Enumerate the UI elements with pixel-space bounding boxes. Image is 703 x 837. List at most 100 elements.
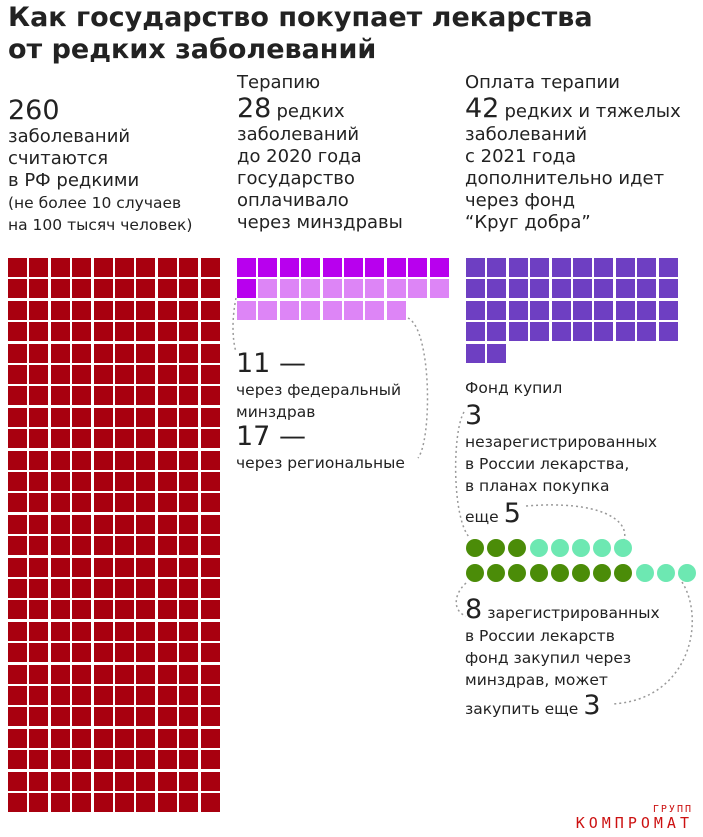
rare-disease-square (8, 450, 27, 470)
rare-disease-square (72, 493, 92, 513)
rare-disease-square (136, 429, 156, 449)
rare-disease-square (8, 472, 27, 491)
rare-disease-square (115, 472, 134, 491)
rare-disease-square (29, 407, 49, 427)
rare-disease-square (8, 643, 27, 663)
rare-disease-square (157, 728, 177, 748)
rare-disease-square (179, 536, 199, 556)
rare-disease-square (136, 579, 156, 598)
rare-disease-square (29, 279, 49, 299)
federal-count: 11 — (236, 348, 306, 379)
rare-disease-square (93, 429, 113, 449)
federal-square (386, 258, 406, 277)
fund-square (508, 258, 528, 277)
fund-square (551, 279, 571, 299)
rare-disease-square (179, 557, 199, 577)
rare-disease-square (50, 472, 70, 491)
rare-disease-square (115, 365, 134, 384)
rare-disease-square (93, 493, 113, 513)
registered-bought-dot (614, 564, 633, 582)
can-buy-row: закупить еще 3 (465, 691, 660, 721)
fund-square (530, 322, 550, 342)
fund-heading: Оплата терапии (465, 72, 620, 93)
rare-disease-square (136, 343, 156, 363)
rare-disease-square (157, 750, 177, 770)
rare-disease-square (157, 600, 177, 620)
rare-disease-square (200, 450, 220, 470)
fund-square (594, 279, 614, 299)
rare-disease-square (115, 600, 134, 620)
rare-disease-square (29, 728, 49, 748)
ministry-count-row: 28 редких (237, 94, 403, 124)
rare-disease-square (50, 771, 70, 791)
rare-disease-square (72, 579, 92, 598)
rare-disease-square (72, 728, 92, 748)
rare-disease-square (29, 493, 49, 513)
rare-disease-square (72, 300, 92, 320)
rare-disease-square (50, 429, 70, 449)
rare-disease-square (8, 322, 27, 342)
rare-disease-square (50, 258, 70, 277)
rare-disease-square (50, 514, 70, 534)
rare-disease-square (157, 536, 177, 556)
rare-disease-square (200, 686, 220, 705)
rare-disease-square (29, 771, 49, 791)
registered-count: 8 (465, 594, 483, 625)
rare-disease-square (200, 300, 220, 320)
rare-count: 260 (8, 95, 60, 126)
rare-disease-square (200, 621, 220, 641)
rare-disease-square (72, 707, 92, 727)
fund-square (615, 300, 635, 320)
registered-bought-dot (508, 564, 527, 582)
regional-square (344, 279, 363, 299)
rare-disease-square (115, 322, 134, 342)
rare-disease-square (179, 450, 199, 470)
fund-square (573, 279, 592, 299)
registered-line-2: фонд закупил через (465, 649, 632, 667)
rare-disease-square (157, 707, 177, 727)
rare-disease-square (136, 536, 156, 556)
fund-square (487, 300, 507, 320)
rare-disease-square (8, 621, 27, 641)
rare-disease-square (115, 429, 134, 449)
rare-disease-square (157, 493, 177, 513)
unregistered-line-3: в планах покупка (465, 477, 610, 495)
rare-disease-square (200, 579, 220, 598)
rare-disease-square (93, 600, 113, 620)
fund-square (594, 322, 614, 342)
rare-disease-square (157, 771, 177, 791)
rare-disease-square (157, 279, 177, 299)
rare-disease-square (136, 707, 156, 727)
rare-disease-square (179, 472, 199, 491)
regional-square (237, 300, 256, 320)
rare-disease-square (115, 686, 134, 705)
regional-square (365, 300, 385, 320)
rare-disease-square (50, 279, 70, 299)
rare-disease-square (157, 579, 177, 598)
rare-disease-square (157, 300, 177, 320)
rare-disease-square (115, 557, 134, 577)
rare-disease-square (93, 686, 113, 705)
fund-therapy-block: Оплата терапии 42 редких и тяжелых забол… (465, 72, 681, 234)
rare-disease-square (72, 450, 92, 470)
rare-disease-square (179, 493, 199, 513)
rare-disease-square (50, 686, 70, 705)
rare-disease-square (200, 536, 220, 556)
rare-disease-square (50, 621, 70, 641)
rare-disease-square (50, 557, 70, 577)
rare-disease-square (50, 322, 70, 342)
rare-disease-square (200, 771, 220, 791)
ministry-line-5: через минздравы (237, 212, 403, 233)
rare-disease-square (29, 386, 49, 406)
rare-disease-square (200, 279, 220, 299)
rare-disease-square (136, 514, 156, 534)
ministry-line-4: оплачивало (237, 190, 349, 211)
fund-count-row: 42 редких и тяжелых (465, 94, 681, 124)
rare-disease-square (8, 386, 27, 406)
rare-disease-square (179, 322, 199, 342)
federal-square (258, 258, 278, 277)
rare-disease-square (29, 579, 49, 598)
rare-disease-square (93, 279, 113, 299)
federal-line-1: через федеральный (236, 381, 402, 399)
fund-square (637, 300, 657, 320)
